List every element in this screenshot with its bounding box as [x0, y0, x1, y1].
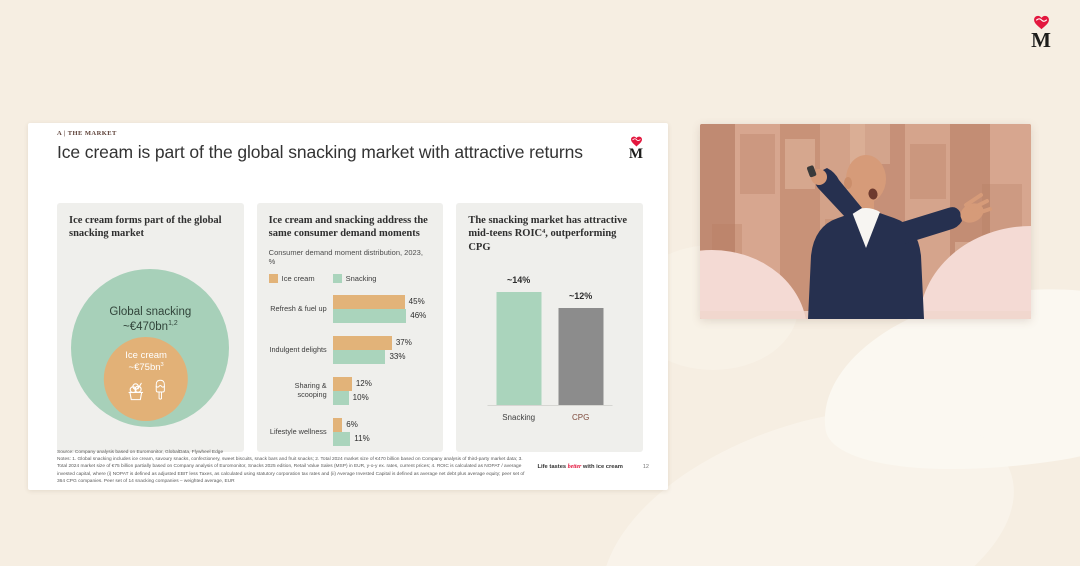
- bar-value: 10%: [352, 393, 369, 403]
- vbar-chart: ~14% ~12% Snacking CPG: [487, 274, 613, 422]
- popsicle-icon: [156, 379, 166, 400]
- category-label: Lifestyle wellness: [269, 426, 327, 436]
- bar-ice-cream: [332, 376, 352, 391]
- bar-value: ~14%: [507, 274, 531, 285]
- legend-swatch: [268, 273, 278, 283]
- panel-heading: Ice cream and snacking address the same …: [268, 215, 428, 240]
- category-label: Refresh & fuel up: [270, 303, 327, 313]
- magnum-monogram: M: [628, 146, 644, 162]
- bar-value: 33%: [389, 352, 406, 362]
- inner-circle-footref: 3: [160, 362, 164, 369]
- hbar-group: Indulgent delights 37% 33%: [269, 335, 432, 364]
- bar-value: 11%: [354, 434, 370, 444]
- speaker-video[interactable]: [700, 124, 1031, 319]
- tagline-suffix: with ice cream: [581, 464, 623, 471]
- ice-cream-label: Ice cream ~€75bn3: [104, 337, 188, 375]
- sundae-icon: [128, 382, 144, 401]
- bar-snacking: [332, 431, 351, 446]
- outer-circle-value: ~€470bn: [122, 320, 169, 333]
- slide-footer: Source: Company analysis based on Euromo…: [57, 449, 653, 485]
- bar-ice-cream: [332, 417, 343, 432]
- bar-snacking: [496, 291, 542, 405]
- panel-roic: The snacking market has attractive mid-t…: [456, 203, 644, 452]
- bar-value: 6%: [346, 420, 358, 430]
- bar-value: 12%: [355, 379, 372, 389]
- outer-circle-footref: 1,2: [168, 320, 178, 328]
- magnum-logo: M: [1024, 15, 1058, 52]
- panel-heading: Ice cream forms part of the global snack…: [69, 215, 222, 240]
- magnum-monogram: M: [1031, 28, 1051, 52]
- slide-title: Ice cream is part of the global snacking…: [57, 142, 583, 162]
- hbar-chart: Refresh & fuel up 45% 46% Indulgent deli…: [269, 294, 432, 446]
- bar-ice-cream: [332, 294, 405, 309]
- category-label: CPG: [572, 413, 590, 422]
- hbar-group: Sharing & scooping 12% 10%: [269, 376, 432, 405]
- footnotes: Source: Company analysis based on Euromo…: [57, 449, 525, 485]
- legend-item-ice-cream: Ice cream: [268, 273, 315, 283]
- bar-snacking: [332, 308, 407, 323]
- global-snacking-circle: Global snacking ~€470bn1,2 Ice cream ~€7…: [71, 269, 230, 427]
- heart-icon: [630, 136, 642, 147]
- category-label: Snacking: [502, 413, 536, 422]
- panel-demand-moments: Ice cream and snacking address the same …: [256, 203, 444, 452]
- hbar-group: Refresh & fuel up 45% 46%: [269, 294, 432, 323]
- bar-snacking: [332, 390, 349, 405]
- panel-market-size: Ice cream forms part of the global snack…: [57, 203, 244, 452]
- category-label: Sharing & scooping: [294, 381, 327, 399]
- bar-ice-cream: [332, 335, 392, 350]
- bar-value: ~12%: [569, 290, 593, 301]
- panel-heading: The snacking market has attractive mid-t…: [468, 215, 627, 253]
- global-snacking-label: Global snacking ~€470bn1,2: [71, 269, 229, 335]
- source-note: Source: Company analysis based on Euromo…: [57, 450, 224, 456]
- legend-swatch: [332, 273, 342, 283]
- legend-label: Ice cream: [281, 273, 315, 283]
- legend-item-snacking: Snacking: [332, 273, 377, 283]
- bar-value: 46%: [410, 311, 427, 321]
- brand-tagline: Life tastes better with ice cream: [537, 464, 622, 470]
- outer-circle-label: Global snacking: [109, 306, 192, 318]
- legend-label: Snacking: [345, 273, 377, 283]
- notes-text: Notes: 1. Global snacking includes ice c…: [57, 457, 525, 484]
- panel-row: Ice cream forms part of the global snack…: [57, 203, 644, 452]
- heart-icon: [1033, 15, 1049, 30]
- bar-cpg: [558, 307, 604, 405]
- slide-card: A | THE MARKET Ice cream is part of the …: [28, 123, 668, 490]
- chart-legend: Ice cream Snacking: [268, 273, 432, 283]
- inner-circle-value: ~€75bn: [128, 362, 161, 374]
- bar-snacking: [332, 349, 386, 364]
- speaker-figure: [700, 124, 1031, 319]
- inner-circle-label: Ice cream: [125, 350, 167, 361]
- hbar-group: Lifestyle wellness 6% 11%: [269, 417, 432, 446]
- chart-subtitle: Consumer demand moment distribution, 202…: [268, 247, 423, 266]
- bar-value: 45%: [408, 297, 425, 307]
- category-label: Indulgent delights: [269, 344, 327, 354]
- tagline-prefix: Life tastes: [537, 464, 568, 471]
- ice-cream-circle: Ice cream ~€75bn3: [104, 337, 189, 421]
- ice-cream-icons: [104, 379, 188, 401]
- tagline-highlight: better: [567, 464, 582, 471]
- bar-value: 37%: [395, 338, 412, 348]
- page-number: 12: [642, 464, 649, 471]
- magnum-logo-small: M: [621, 136, 651, 162]
- section-eyebrow: A | THE MARKET: [57, 130, 117, 137]
